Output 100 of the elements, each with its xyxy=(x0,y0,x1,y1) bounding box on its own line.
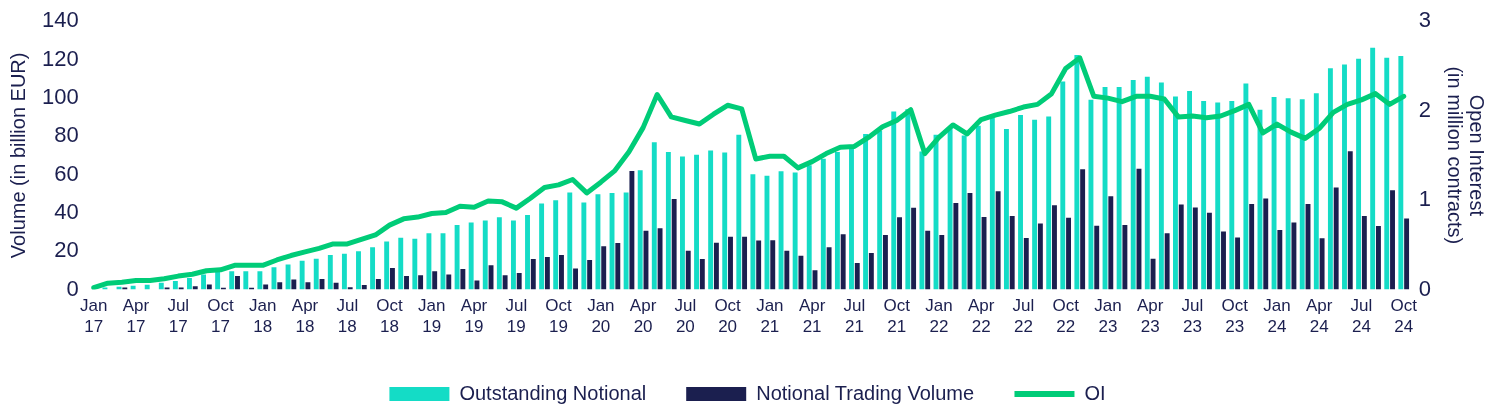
bar xyxy=(756,240,762,290)
bar xyxy=(502,275,508,290)
bar xyxy=(1122,224,1128,290)
x-tick-label: Jan 24 xyxy=(1263,295,1291,337)
bar xyxy=(1299,99,1305,290)
bar xyxy=(1404,218,1410,290)
bar xyxy=(1178,204,1184,290)
bar xyxy=(1164,233,1170,290)
y2-tick-label: 0 xyxy=(1418,275,1432,301)
bar xyxy=(567,192,573,290)
bar xyxy=(1201,100,1207,290)
bar xyxy=(243,271,249,290)
bar xyxy=(158,282,164,290)
x-tick-label: Jul 19 xyxy=(505,295,528,337)
bar xyxy=(1271,96,1277,290)
bar xyxy=(665,152,671,290)
bar xyxy=(728,236,733,290)
bar xyxy=(341,253,347,290)
bar xyxy=(291,279,297,290)
bar xyxy=(868,253,874,290)
bar xyxy=(637,170,643,290)
bar xyxy=(1347,151,1353,290)
bar xyxy=(989,117,995,290)
bar xyxy=(708,150,714,290)
x-tick-label: Apr 20 xyxy=(629,295,657,337)
bar xyxy=(1032,119,1038,290)
bar xyxy=(911,207,917,290)
x-tick-label: Oct 23 xyxy=(1221,295,1249,337)
bar xyxy=(722,152,728,290)
bar xyxy=(1277,229,1283,290)
y-tick-label: 20 xyxy=(54,237,79,263)
x-tick-label: Oct 20 xyxy=(714,295,742,337)
x-tick-label: Oct 22 xyxy=(1052,295,1080,337)
bar xyxy=(840,234,846,290)
bar xyxy=(510,220,516,290)
bar xyxy=(418,275,424,290)
bar xyxy=(680,156,685,290)
bar xyxy=(939,234,945,290)
x-tick-label: Oct 24 xyxy=(1390,295,1418,337)
bar xyxy=(1319,238,1325,290)
bar xyxy=(826,247,832,290)
bar xyxy=(412,238,418,290)
bar xyxy=(1361,216,1367,290)
bar xyxy=(1243,83,1249,290)
bar xyxy=(482,220,488,290)
y-tick-label: 60 xyxy=(54,160,79,186)
bar xyxy=(671,199,677,290)
x-tick-label: Jul 21 xyxy=(843,295,866,337)
bar xyxy=(770,240,776,290)
bar xyxy=(1094,225,1100,290)
bar xyxy=(432,271,438,290)
bar xyxy=(1052,205,1057,290)
bar xyxy=(1003,128,1009,290)
bar xyxy=(1150,258,1156,290)
bar xyxy=(834,152,840,290)
bar xyxy=(1060,81,1066,290)
y2-tick-label: 2 xyxy=(1418,96,1432,122)
bar xyxy=(1235,237,1241,290)
x-tick-label: Jul 24 xyxy=(1350,295,1373,337)
bar xyxy=(1291,222,1297,290)
bar xyxy=(305,282,311,290)
x-tick-label: Jul 17 xyxy=(167,295,190,337)
bar xyxy=(1158,82,1164,290)
bar xyxy=(347,287,353,290)
bar xyxy=(784,250,790,290)
bar xyxy=(1221,231,1226,290)
bar xyxy=(277,282,283,290)
bar xyxy=(1327,68,1333,290)
x-tick-label: Jul 22 xyxy=(1012,295,1035,337)
bar xyxy=(798,255,804,290)
bar xyxy=(1080,169,1086,290)
bar xyxy=(327,255,333,290)
bar xyxy=(375,278,381,290)
x-tick-label: Apr 23 xyxy=(1136,295,1164,337)
y-axis-title: Volume (in billion EUR) xyxy=(6,52,29,259)
bar xyxy=(215,271,221,290)
y2-tick-label: 3 xyxy=(1418,7,1432,33)
bar xyxy=(1342,64,1347,290)
bar xyxy=(925,230,931,290)
bar xyxy=(623,192,629,290)
bar xyxy=(516,273,522,290)
bar xyxy=(863,133,869,290)
bar xyxy=(468,222,474,290)
bar xyxy=(1173,96,1178,290)
bar xyxy=(530,259,536,290)
bar xyxy=(736,134,742,290)
bar xyxy=(905,109,911,290)
bar xyxy=(398,237,404,290)
bar xyxy=(333,282,339,290)
bar xyxy=(404,276,409,290)
bar xyxy=(1313,93,1319,290)
y2-tick-label: 1 xyxy=(1418,186,1432,212)
bar xyxy=(1088,99,1094,290)
bar xyxy=(201,274,206,290)
bar xyxy=(1384,57,1390,290)
bar xyxy=(525,214,530,290)
bar xyxy=(1229,100,1235,290)
bar xyxy=(356,251,361,290)
bar xyxy=(1285,98,1291,290)
bar xyxy=(1249,204,1255,290)
